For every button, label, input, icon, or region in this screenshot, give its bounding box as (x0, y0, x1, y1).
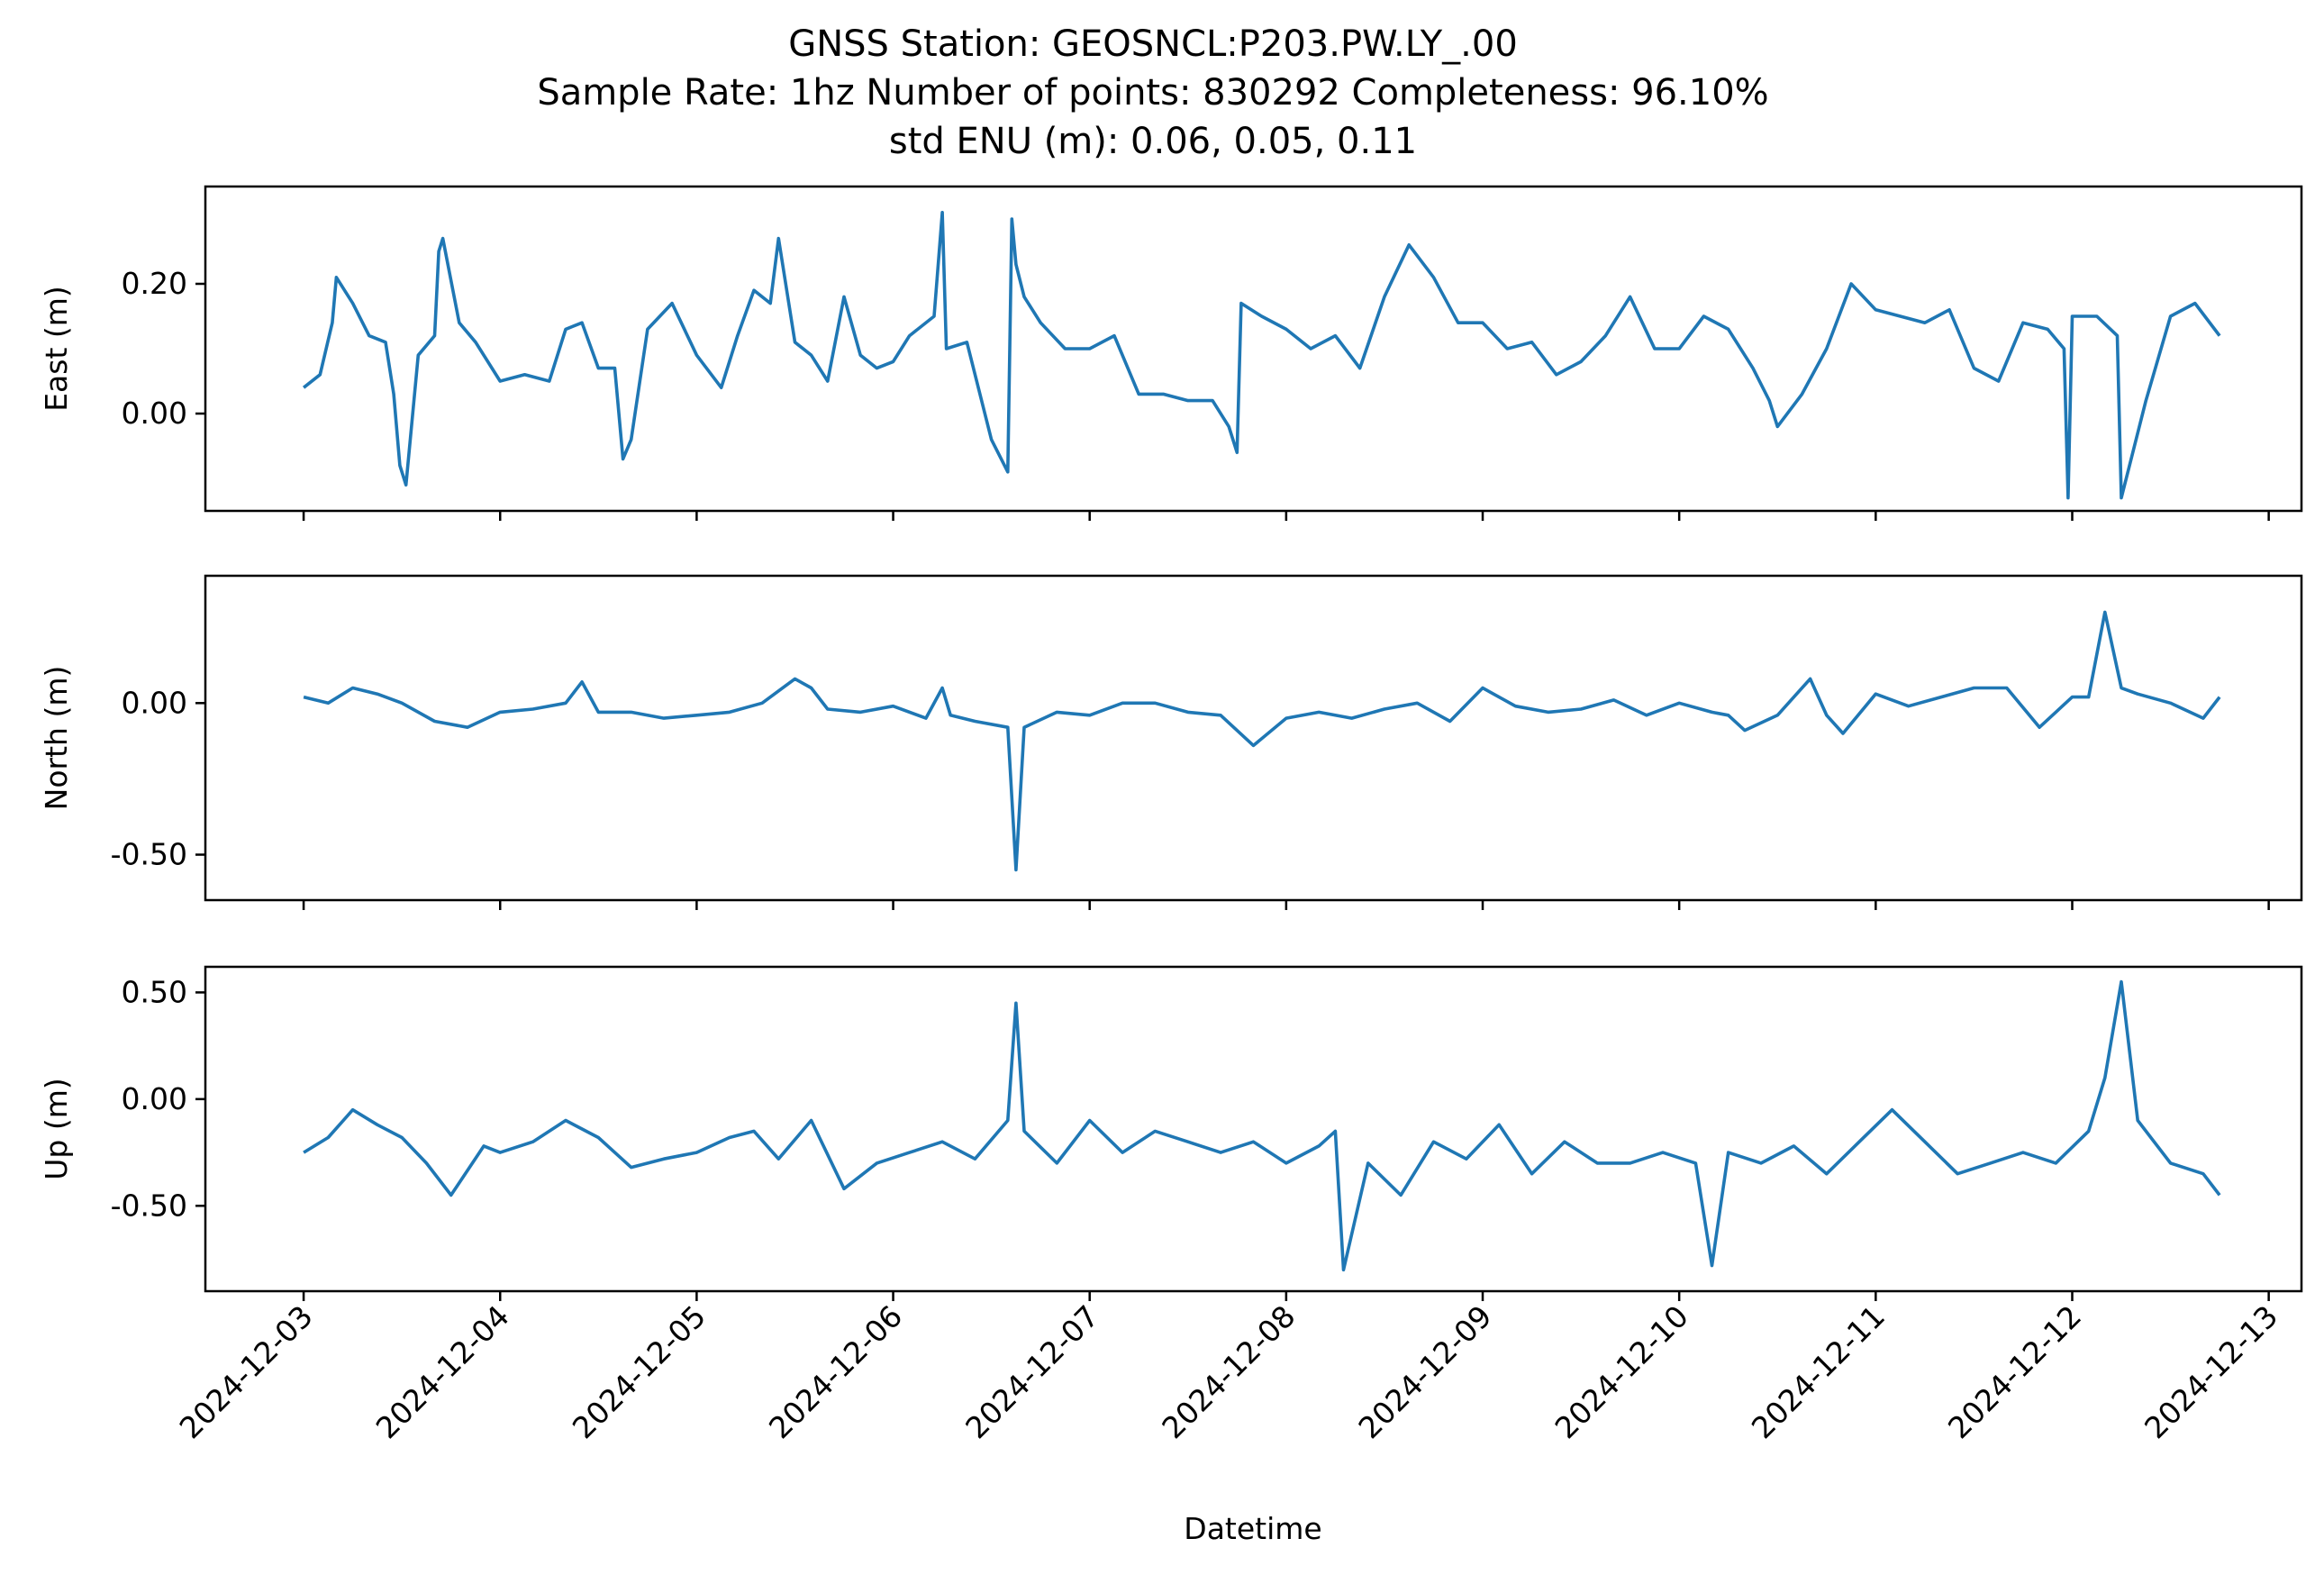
north-xticks (302, 900, 2270, 910)
east-ytick-label: 0.20 (122, 266, 187, 301)
up-ytick-label: -0.50 (111, 1188, 187, 1223)
up-ytick-label: 0.50 (122, 974, 187, 1009)
title-line-1: GNSS Station: GEOSNCL:P203.PW.LY_.00 (788, 23, 1518, 65)
north-ytick-label: 0.00 (122, 685, 187, 720)
east-ylabel: East (m) (39, 286, 74, 412)
east-plot-frame (204, 185, 2303, 513)
north-ylabel: North (m) (39, 666, 74, 811)
title-line-2: Sample Rate: 1hz Number of points: 83029… (537, 72, 1768, 114)
up-xticks (302, 1291, 2270, 1301)
north-panel: North (m) 0.00 -0.50 (39, 574, 2303, 910)
north-plot-frame (204, 574, 2303, 902)
east-panel: East (m) 0.00 0.20 (39, 185, 2303, 521)
east-series-line (302, 211, 2221, 500)
east-ytick-label: 0.00 (122, 396, 187, 431)
figure-title: GNSS Station: GEOSNCL:P203.PW.LY_.00 Sam… (537, 23, 1768, 162)
up-ylabel: Up (m) (39, 1078, 74, 1180)
north-yticks: 0.00 -0.50 (111, 685, 205, 872)
up-ytick-label: 0.00 (122, 1081, 187, 1116)
north-series-line (303, 610, 2221, 872)
east-yticks: 0.00 0.20 (122, 266, 205, 431)
east-xticks (302, 511, 2270, 521)
up-yticks: 0.50 0.00 -0.50 (111, 974, 205, 1223)
title-line-3: std ENU (m): 0.06, 0.05, 0.11 (889, 121, 1417, 162)
up-series-line (303, 979, 2221, 1272)
x-axis-label: Datetime (1184, 1511, 1321, 1546)
north-ytick-label: -0.50 (111, 837, 187, 872)
up-plot-frame (204, 965, 2303, 1293)
